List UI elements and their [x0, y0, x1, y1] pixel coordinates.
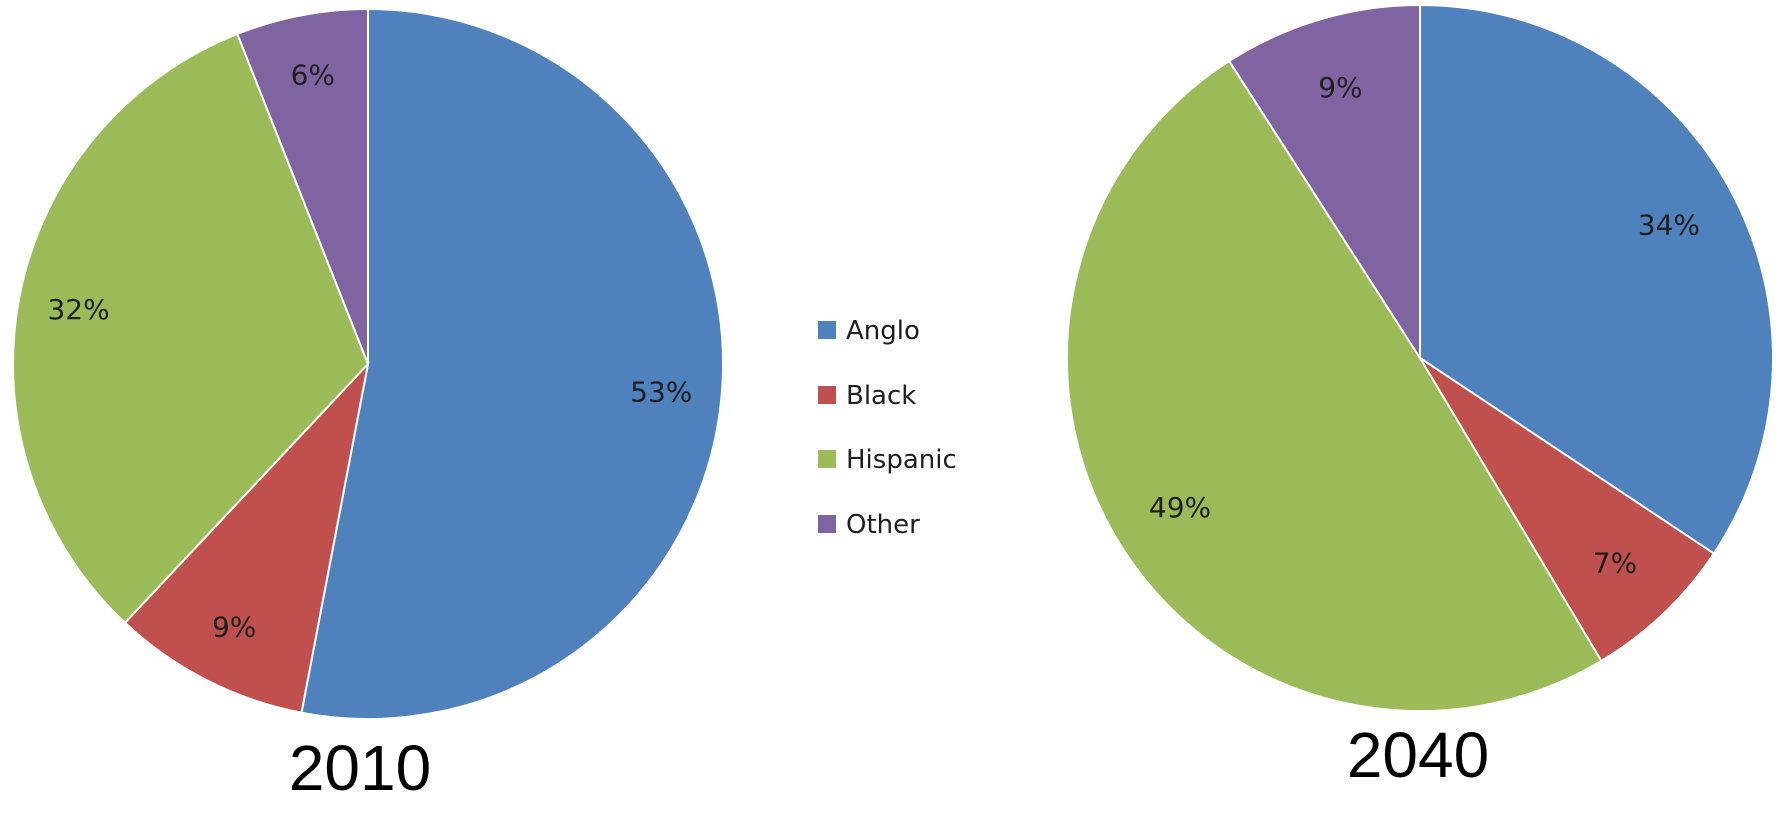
data-label-2040-hispanic: 49% [1149, 491, 1211, 524]
legend-item-black: Black [818, 381, 916, 411]
pie-slice-2010-anglo [300, 7, 725, 720]
pie-slice-2040-other [1227, 3, 1421, 362]
data-label-2010-black: 9% [212, 611, 256, 644]
data-label-2040-anglo: 34% [1638, 209, 1700, 242]
legend-swatch-other [818, 515, 836, 533]
legend-label-black: Black [846, 381, 916, 411]
data-label-2040-black: 7% [1593, 546, 1637, 579]
chart-title-2040: 2040 [1347, 719, 1489, 791]
data-label-2010-anglo: 53% [630, 376, 692, 409]
pie-slice-2010-other [236, 7, 369, 365]
pie-chart-2040: 34% 7% 49% 9% [1065, 3, 1774, 713]
pie-slice-2040-black [1419, 357, 1716, 663]
legend-item-hispanic: Hispanic [818, 445, 957, 475]
chart-title-2010: 2010 [289, 732, 431, 804]
pie-slice-2040-hispanic [1065, 59, 1603, 713]
legend-item-other: Other [818, 510, 920, 540]
legend-swatch-hispanic [818, 450, 836, 468]
pie-chart-2010: 53% 9% 32% 6% [12, 7, 725, 720]
legend-item-anglo: Anglo [818, 316, 920, 346]
data-label-2010-hispanic: 32% [47, 293, 109, 326]
pie-slice-2010-hispanic [12, 32, 370, 625]
legend-label-anglo: Anglo [846, 316, 920, 346]
legend-label-hispanic: Hispanic [846, 445, 957, 475]
legend-label-other: Other [846, 510, 920, 540]
pie-slice-2010-black [123, 360, 370, 714]
legend-swatch-anglo [818, 321, 836, 339]
data-label-2010-other: 6% [291, 59, 335, 92]
legend: Anglo Black Hispanic Other [818, 316, 957, 540]
legend-swatch-black [818, 386, 836, 404]
data-label-2040-other: 9% [1318, 71, 1362, 104]
